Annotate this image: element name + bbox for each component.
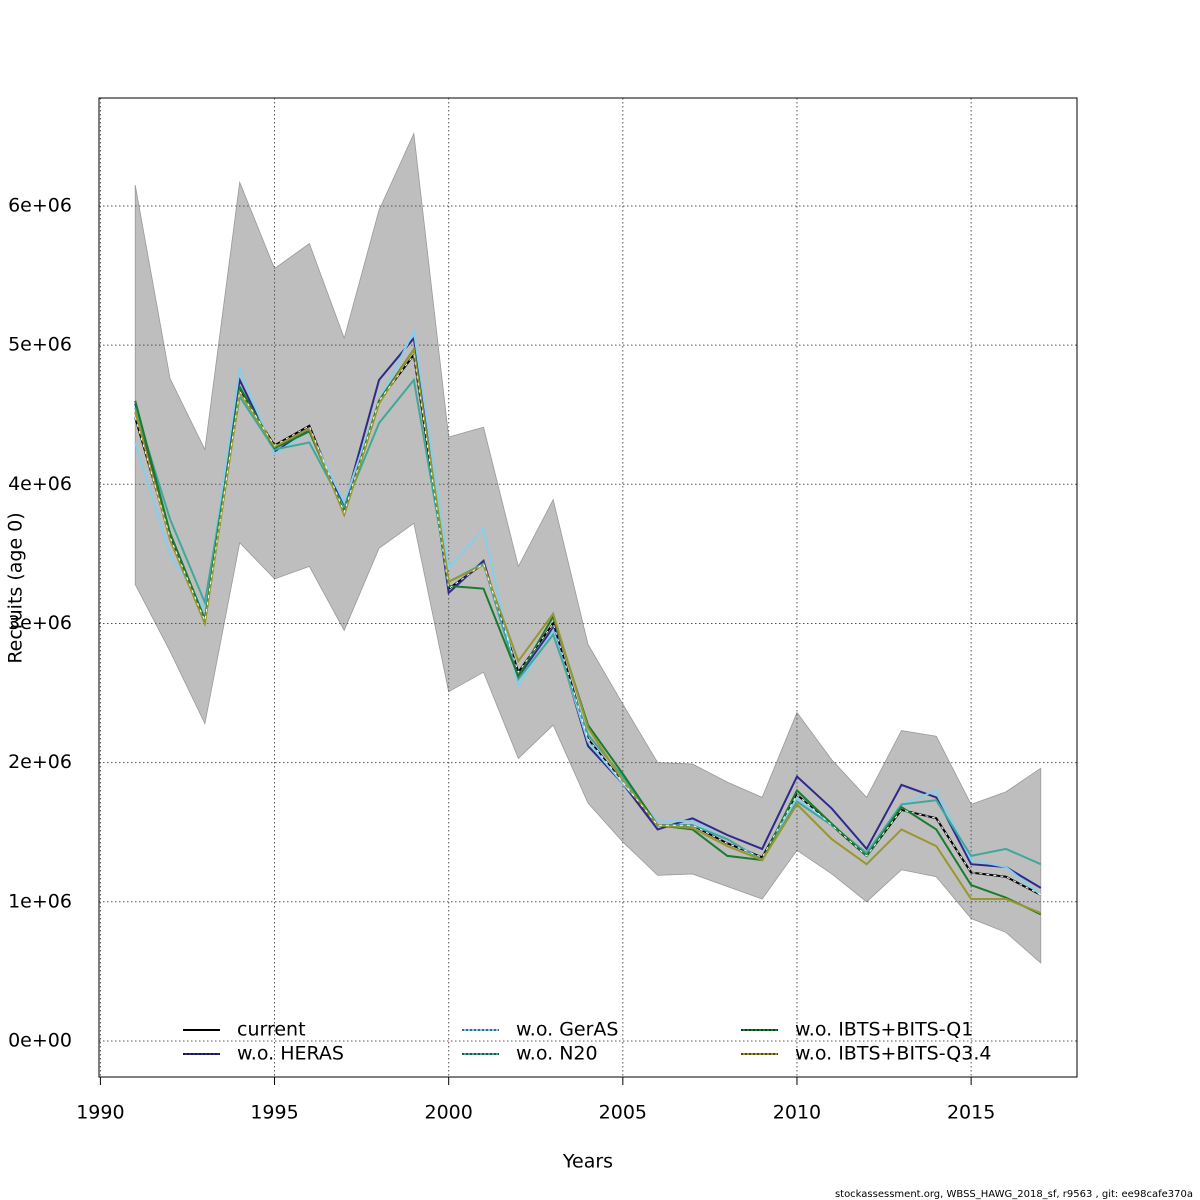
legend-label: w.o. IBTS+BITS-Q1 bbox=[795, 1019, 973, 1041]
y-tick-label: 0e+00 bbox=[8, 1029, 72, 1051]
x-axis-label: Years bbox=[562, 1151, 613, 1173]
legend-label: w.o. HERAS bbox=[237, 1043, 344, 1065]
series-line bbox=[134, 377, 1042, 866]
y-tick-label: 6e+06 bbox=[8, 194, 72, 216]
legend-label: current bbox=[237, 1019, 306, 1041]
footer: stockassessment.org, WBSS_HAWG_2018_sf, … bbox=[835, 1189, 1193, 1200]
legend-label: w.o. N20 bbox=[516, 1043, 598, 1065]
x-tick-label: 2015 bbox=[947, 1102, 995, 1124]
series-line bbox=[134, 346, 1042, 914]
legend-label: w.o. IBTS+BITS-Q3.4 bbox=[795, 1043, 991, 1065]
y-axis-label: Recruits (age 0) bbox=[5, 512, 27, 663]
series-line-dash bbox=[134, 353, 1042, 896]
y-tick-label: 2e+06 bbox=[8, 751, 72, 773]
x-tick-label: 2000 bbox=[425, 1102, 473, 1124]
x-tick-label: 2010 bbox=[773, 1102, 821, 1124]
y-tick-label: 5e+06 bbox=[8, 334, 72, 356]
y-tick-label: 4e+06 bbox=[8, 473, 72, 495]
x-tick-label: 2005 bbox=[599, 1102, 647, 1124]
plot-frame bbox=[98, 97, 1078, 1078]
legend-label: w.o. GerAS bbox=[516, 1019, 619, 1041]
y-tick-label: 1e+06 bbox=[8, 890, 72, 912]
series-line bbox=[134, 335, 1042, 889]
confidence-band bbox=[134, 132, 1042, 964]
y-tick-label: 3e+06 bbox=[8, 612, 72, 634]
x-tick-label: 1995 bbox=[250, 1102, 298, 1124]
x-tick-label: 1990 bbox=[76, 1102, 124, 1124]
